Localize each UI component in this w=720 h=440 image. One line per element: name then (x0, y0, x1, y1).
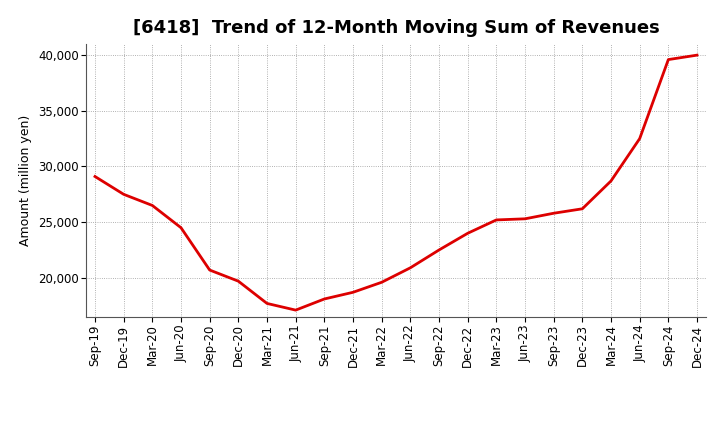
Y-axis label: Amount (million yen): Amount (million yen) (19, 115, 32, 246)
Title: [6418]  Trend of 12-Month Moving Sum of Revenues: [6418] Trend of 12-Month Moving Sum of R… (132, 19, 660, 37)
